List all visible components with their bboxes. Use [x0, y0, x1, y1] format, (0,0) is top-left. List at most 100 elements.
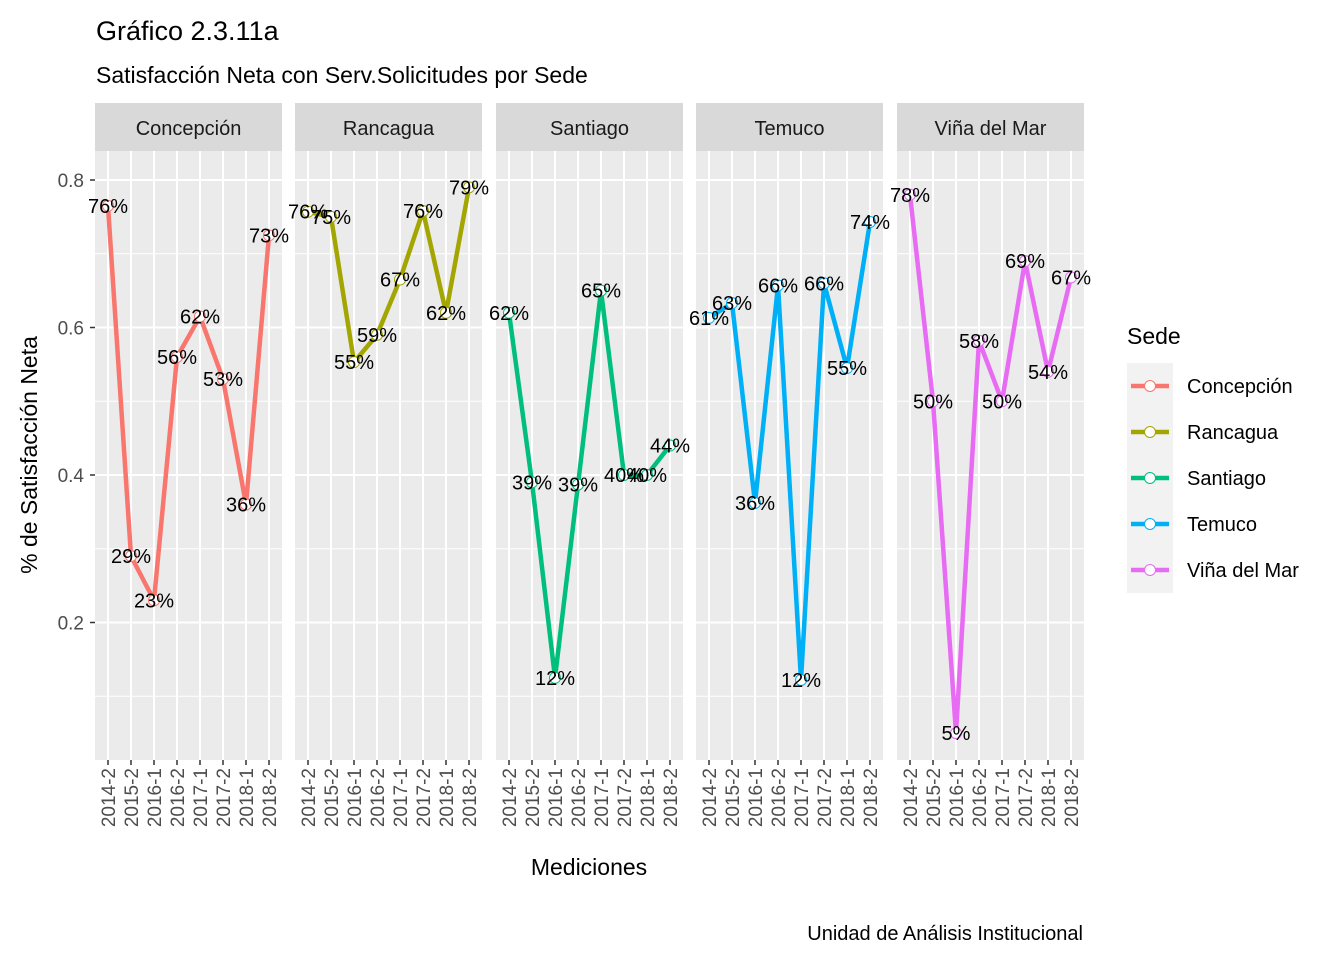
x-tick-label: 2016-2	[569, 768, 590, 827]
series-line	[105, 205, 272, 603]
legend-key-point	[1144, 380, 1156, 392]
data-label: 36%	[735, 493, 775, 515]
data-label: 54%	[1028, 362, 1068, 384]
x-tick-label: 2018-1	[838, 768, 859, 827]
data-point	[996, 395, 1008, 408]
data-point	[772, 279, 784, 292]
x-tick-label: 2017-2	[1016, 768, 1037, 827]
data-point	[549, 671, 561, 684]
chart-caption: Unidad de Análisis Institucional	[807, 923, 1083, 945]
data-point	[904, 188, 916, 201]
x-tick-label: 2016-1	[345, 768, 366, 827]
x-axis-title: Mediciones	[531, 854, 647, 880]
data-point	[348, 356, 360, 369]
data-point	[102, 199, 114, 212]
legend-label: Rancagua	[1187, 422, 1279, 444]
data-point	[1019, 255, 1031, 268]
data-label: 67%	[1051, 267, 1091, 289]
data-point	[595, 284, 607, 297]
data-point	[503, 306, 515, 319]
x-tick-label: 2018-1	[237, 768, 258, 827]
x-tick-label: 2015-2	[322, 768, 343, 827]
x-tick-label: 2017-2	[815, 768, 836, 827]
legend-label: Viña del Mar	[1187, 560, 1299, 582]
y-tick-label: 0.4	[58, 466, 85, 487]
data-label: 73%	[249, 225, 289, 247]
data-point	[325, 210, 337, 223]
facet-strip-label: Temuco	[754, 118, 824, 140]
x-tick-label: 2014-2	[901, 768, 922, 827]
y-tick-label: 0.6	[58, 319, 84, 340]
series-line	[307, 186, 472, 365]
x-tick-label: 2016-1	[546, 768, 567, 827]
x-tick-label: 2018-2	[260, 768, 281, 827]
data-point	[217, 373, 229, 386]
x-tick-label: 2016-1	[746, 768, 767, 827]
data-label: 5%	[942, 723, 971, 745]
data-point	[864, 216, 876, 229]
data-label: 67%	[380, 270, 420, 292]
x-tick-label: 2018-1	[638, 768, 659, 827]
x-tick-label: 2015-2	[924, 768, 945, 827]
data-point	[417, 204, 429, 217]
chart-subtitle: Satisfacción Neta con Serv.Solicitudes p…	[96, 62, 588, 88]
data-point	[1042, 365, 1054, 378]
data-point	[664, 439, 676, 452]
x-tick-label: 2018-2	[861, 768, 882, 827]
data-label: 76%	[403, 201, 443, 223]
data-label: 55%	[827, 358, 867, 380]
x-tick-label: 2016-2	[970, 768, 991, 827]
x-tick-label: 2014-2	[500, 768, 521, 827]
data-label: 63%	[712, 293, 752, 315]
x-tick-label: 2015-2	[523, 768, 544, 827]
legend-items: Concepción Rancagua Santiago Temuco Viña del…	[1127, 363, 1299, 593]
data-label: 40%	[627, 465, 667, 487]
data-label: 59%	[357, 325, 397, 347]
x-tick-label: 2014-2	[99, 768, 120, 827]
legend: Sede Concepción Rancagua Santiago Temuco Viñ…	[1127, 323, 1299, 593]
facet-panel: Concepción 76% 29% 23% 56% 62% 53% 36% 73% 2014-2…	[88, 103, 289, 827]
data-label: 76%	[288, 202, 328, 224]
data-label: 61%	[689, 308, 729, 330]
y-axis-ticks: 0.2 0.4 0.6 0.8	[58, 171, 95, 635]
legend-label: Concepción	[1187, 376, 1293, 398]
data-point	[440, 306, 452, 319]
data-point	[572, 478, 584, 491]
facet-strip-label: Concepción	[136, 118, 242, 140]
x-tick-label: 2017-2	[414, 768, 435, 827]
data-point	[950, 727, 962, 740]
data-point	[818, 277, 830, 290]
data-label: 12%	[781, 670, 821, 692]
facet-strip	[696, 103, 883, 151]
data-label: 23%	[134, 590, 174, 612]
x-tick-label: 2017-2	[214, 768, 235, 827]
facet-strip	[496, 103, 683, 151]
legend-title: Sede	[1127, 323, 1181, 349]
panel-background	[295, 151, 482, 760]
data-point	[171, 351, 183, 363]
chart-title: Gráfico 2.3.11a	[96, 16, 280, 46]
data-label: 66%	[758, 275, 798, 297]
data-label: 50%	[913, 391, 953, 413]
x-tick-label: 2016-2	[168, 768, 189, 827]
data-label: 62%	[180, 306, 220, 328]
data-label: 39%	[512, 472, 552, 494]
x-tick-label: 2018-1	[437, 768, 458, 827]
data-label: 76%	[88, 196, 128, 218]
data-label: 74%	[850, 212, 890, 234]
data-label: 56%	[157, 347, 197, 369]
data-label: 40%	[604, 465, 644, 487]
data-point	[841, 362, 853, 375]
data-point	[795, 674, 807, 687]
x-tick-label: 2018-2	[661, 768, 682, 827]
facet-strip-label: Santiago	[550, 118, 629, 140]
data-label: 62%	[426, 303, 466, 325]
x-tick-label: 2017-1	[391, 768, 412, 827]
data-label: 12%	[535, 668, 575, 690]
data-point	[749, 497, 761, 510]
facet-strip	[897, 103, 1084, 151]
data-point	[148, 594, 160, 607]
data-point	[302, 205, 314, 218]
legend-key-point	[1144, 518, 1156, 530]
